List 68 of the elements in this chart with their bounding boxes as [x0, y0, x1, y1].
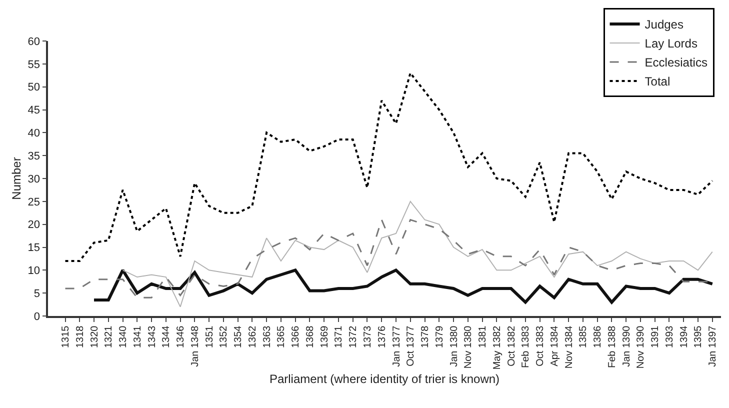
- x-tick-label: 1362: [247, 325, 258, 348]
- x-tick-label: 1395: [693, 325, 704, 348]
- x-tick-label: Oct 1377: [406, 325, 417, 366]
- y-tick-label: 30: [28, 173, 40, 186]
- x-tick-label: May 1382: [492, 325, 503, 370]
- y-tick-label: 50: [28, 82, 40, 94]
- y-axis-title: Number: [10, 157, 24, 200]
- line-series: [122, 200, 713, 308]
- y-tick-label: 25: [28, 196, 40, 208]
- x-tick-label: 1365: [276, 325, 288, 348]
- y-tick-label: 55: [28, 58, 40, 71]
- x-tick-label: Nov 1384: [564, 325, 575, 369]
- x-tick-label: 1391: [650, 325, 662, 348]
- x-tick-label: Apr 1384: [549, 325, 560, 366]
- x-tick-label: 1346: [176, 325, 187, 348]
- x-tick-label: 1320: [89, 325, 100, 348]
- y-tick-label: 45: [28, 104, 40, 117]
- x-tick-label: 1393: [664, 325, 676, 348]
- x-tick-label: 1341: [132, 325, 144, 348]
- y-tick-label: 10: [28, 265, 40, 278]
- x-tick-label: 1378: [420, 325, 432, 348]
- x-tick-label: 1368: [304, 325, 316, 348]
- y-tick-label: 0: [34, 310, 40, 323]
- y-tick-label: 40: [28, 128, 40, 140]
- x-tick-label: 1344: [161, 325, 172, 348]
- x-tick-label: 1321: [104, 325, 115, 348]
- x-tick-label: 1318: [74, 325, 86, 348]
- y-tick-label: 15: [28, 242, 40, 254]
- y-tick-label: 60: [28, 36, 40, 48]
- x-tick-label: 1351: [204, 325, 216, 348]
- x-tick-label: 1343: [146, 325, 158, 348]
- x-tick-label: Nov 1380: [463, 325, 474, 369]
- x-tick-label: 1352: [218, 325, 230, 348]
- x-tick-label: 1376: [376, 325, 388, 348]
- line-series: [64, 72, 714, 262]
- x-tick-label: 1369: [319, 325, 330, 348]
- x-tick-label: 1340: [118, 325, 130, 348]
- x-tick-label: Nov 1390: [636, 325, 647, 369]
- legend-label: Lay Lords: [644, 36, 698, 51]
- y-tick-label: 20: [28, 219, 40, 232]
- x-tick-label: 1379: [434, 325, 446, 348]
- x-tick-label: Oct 1383: [535, 325, 546, 366]
- x-tick-label: Oct 1382: [506, 325, 518, 366]
- x-tick-label: Jan 1348: [190, 325, 201, 367]
- x-tick-label: 1381: [478, 325, 489, 348]
- x-axis-title: Parliament (where identity of trier is known): [269, 372, 500, 386]
- x-tick-label: Jan 1397: [708, 325, 719, 367]
- x-tick-label: Jan 1380: [448, 325, 460, 367]
- x-tick-label: 1373: [362, 325, 374, 348]
- legend-label: Total: [644, 74, 670, 89]
- x-tick-label: 1385: [578, 325, 590, 348]
- legend-label: Judges: [644, 18, 684, 32]
- x-tick-label: Feb 1383: [520, 325, 532, 368]
- x-tick-label: 1315: [60, 325, 72, 348]
- y-tick-label: 35: [28, 150, 40, 162]
- line-series: [92, 268, 714, 304]
- x-tick-label: 1366: [290, 325, 302, 348]
- legend-label: Ecclesiatics: [644, 56, 708, 70]
- x-tick-label: Jan 1390: [621, 325, 632, 367]
- x-tick-label: Jan 1377: [391, 325, 402, 367]
- x-tick-label: 1394: [678, 325, 690, 348]
- x-tick-label: 1354: [233, 325, 244, 348]
- x-tick-label: Feb 1388: [606, 325, 618, 368]
- x-tick-label: 1386: [592, 325, 604, 348]
- x-tick-label: 1372: [348, 325, 360, 348]
- x-tick-label: 1371: [334, 325, 345, 348]
- y-tick-label: 5: [34, 288, 40, 300]
- x-tick-label: 1363: [262, 325, 273, 348]
